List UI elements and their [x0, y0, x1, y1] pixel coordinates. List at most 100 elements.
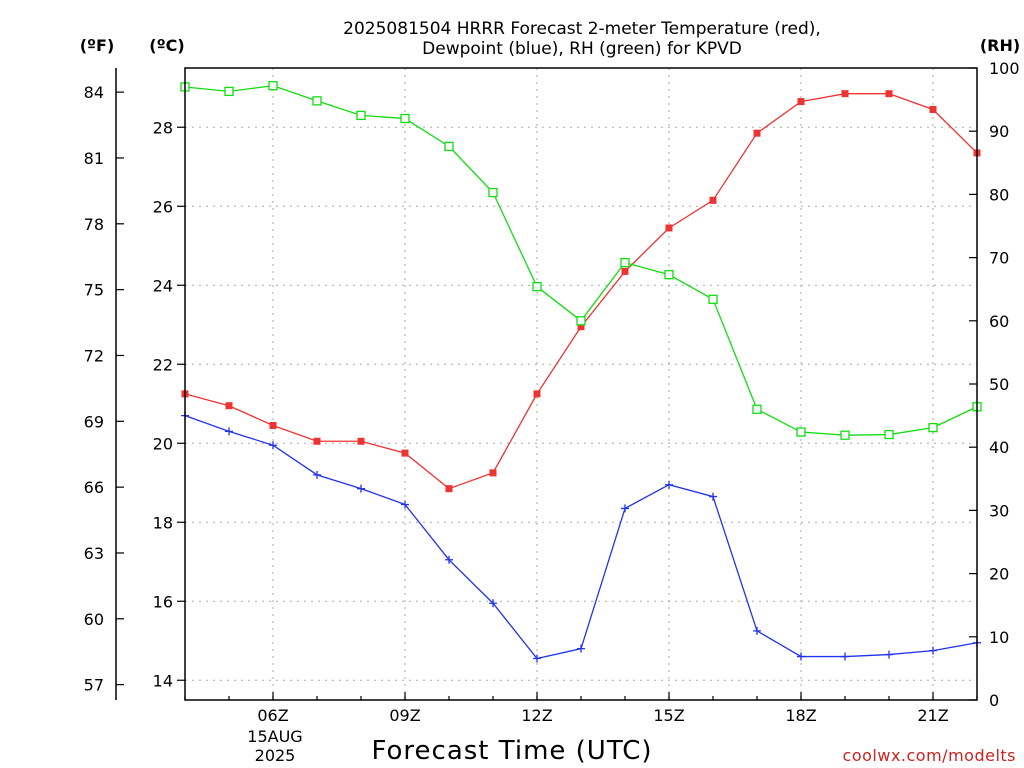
dewpoint-point: [929, 646, 937, 655]
credit-text: coolwx.com/modelts: [843, 746, 1016, 765]
rh-point: [796, 427, 806, 437]
x-axis-title: Forecast Time (UTC): [371, 736, 652, 766]
fahrenheit-tick-label: 60: [84, 610, 104, 629]
dewpoint-point: [753, 626, 761, 635]
rh-unit-label: (RH): [980, 36, 1020, 55]
x-tick-label: 12Z: [521, 706, 552, 725]
rh-tick-label: 10: [989, 628, 1009, 647]
temperature-point: [709, 196, 717, 204]
temperature-point: [577, 323, 585, 331]
rh-tick-label: 60: [989, 312, 1009, 331]
rh-tick-label: 20: [989, 565, 1009, 584]
rh-point: [488, 187, 498, 198]
gridlines: [185, 68, 977, 700]
rh-tick-label: 80: [989, 185, 1009, 204]
rh-point: [444, 141, 454, 152]
x-tick-label: 21Z: [917, 706, 948, 725]
temperature-point: [445, 485, 453, 493]
rh-point: [708, 294, 718, 304]
fahrenheit-tick-label: 63: [84, 544, 104, 563]
rh-point: [928, 422, 938, 433]
celsius-tick-label: 28: [153, 118, 173, 137]
fahrenheit-tick-label: 75: [84, 281, 104, 300]
temperature-line: [184, 93, 978, 490]
temperature-point: [885, 90, 893, 98]
rh-point: [576, 316, 586, 326]
rh-point: [532, 282, 542, 292]
celsius-tick-label: 24: [153, 276, 173, 295]
rh-point: [884, 429, 894, 440]
temperature-point: [269, 421, 277, 429]
temperature-point: [489, 469, 497, 477]
dewpoint-point: [269, 441, 277, 450]
rh-point: [312, 96, 322, 106]
dewpoint-line: [184, 414, 978, 660]
dewpoint-point: [841, 652, 849, 661]
fahrenheit-tick-label: 78: [84, 215, 104, 234]
axis-ticks: 06Z 09Z 12Z 15Z 18Z 21Z 14 16 18 20 22 24 26 28 57 60 63…: [84, 59, 1020, 725]
dewpoint-point: [577, 644, 585, 653]
rh-point: [400, 113, 410, 124]
fahrenheit-unit-label: (ºF): [80, 36, 115, 55]
rh-point: [268, 81, 278, 91]
celsius-unit-label: (ºC): [149, 36, 184, 55]
x-tick-label: 06Z: [257, 706, 288, 725]
temperature-point: [401, 449, 409, 457]
temperature-point: [225, 402, 233, 410]
rh-point: [620, 258, 630, 268]
fahrenheit-tick-label: 72: [84, 346, 104, 365]
rh-tick-label: 40: [989, 438, 1009, 457]
plot-frame: [184, 67, 978, 701]
series-layer: [180, 81, 982, 663]
dewpoint-point: [621, 504, 629, 513]
date-label-line2: 2025: [255, 746, 296, 765]
celsius-tick-label: 18: [153, 513, 173, 532]
rh-point: [664, 270, 674, 280]
temperature-point: [929, 105, 937, 113]
temperature-point: [357, 437, 365, 445]
rh-point: [840, 430, 850, 440]
rh-tick-label: 100: [989, 59, 1020, 78]
x-tick-label: 09Z: [389, 706, 420, 725]
temperature-point: [533, 390, 541, 398]
rh-tick-label: 30: [989, 501, 1009, 520]
celsius-tick-label: 20: [153, 434, 173, 453]
x-tick-label: 18Z: [785, 706, 816, 725]
rh-point: [224, 86, 234, 97]
celsius-tick-label: 26: [153, 197, 173, 216]
x-tick-label: 15Z: [653, 706, 684, 725]
dewpoint-point: [401, 500, 409, 509]
date-label-line1: 15AUG: [247, 727, 302, 746]
temperature-point: [665, 224, 673, 232]
temperature-point: [313, 437, 321, 445]
dewpoint-point: [797, 652, 805, 661]
dewpoint-point: [489, 599, 497, 608]
rh-tick-label: 0: [989, 691, 999, 710]
fahrenheit-tick-label: 57: [84, 676, 104, 695]
chart-title-line1: 2025081504 HRRR Forecast 2-meter Tempera…: [343, 19, 821, 39]
fahrenheit-tick-label: 69: [84, 412, 104, 431]
dewpoint-point: [885, 650, 893, 659]
celsius-tick-label: 16: [153, 592, 173, 611]
dewpoint-point: [665, 480, 673, 489]
dewpoint-point: [225, 427, 233, 436]
temperature-point: [753, 129, 761, 137]
chart-title-line2: Dewpoint (blue), RH (green) for KPVD: [422, 39, 742, 59]
fahrenheit-tick-label: 66: [84, 478, 104, 497]
celsius-tick-label: 14: [153, 671, 173, 690]
fahrenheit-tick-label: 84: [84, 83, 104, 102]
dewpoint-point: [357, 484, 365, 493]
rh-tick-label: 70: [989, 249, 1009, 268]
rh-point: [752, 404, 762, 414]
fahrenheit-tick-label: 81: [84, 149, 104, 168]
dewpoint-point: [445, 555, 453, 564]
rh-tick-label: 90: [989, 122, 1009, 141]
dewpoint-point: [709, 492, 717, 501]
dewpoint-point: [533, 654, 541, 663]
rh-line: [184, 85, 978, 436]
temperature-point: [621, 267, 629, 275]
rh-point: [356, 110, 366, 121]
rh-tick-label: 50: [989, 375, 1009, 394]
celsius-tick-label: 22: [153, 355, 173, 374]
